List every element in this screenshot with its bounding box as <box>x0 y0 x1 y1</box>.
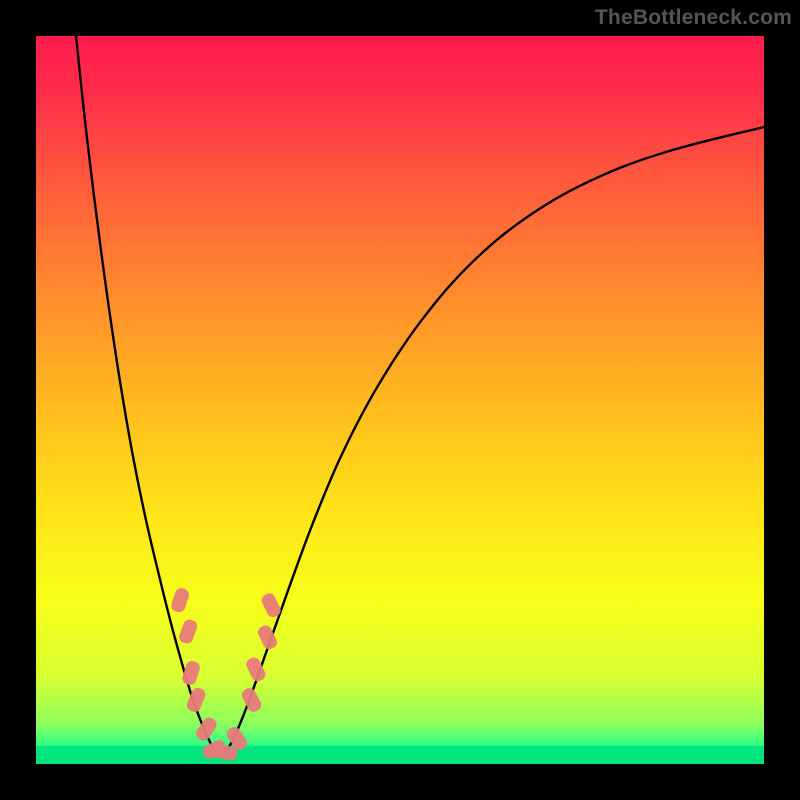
watermark-text: TheBottleneck.com <box>595 6 792 30</box>
green-baseline-band <box>36 746 764 764</box>
chart-container: TheBottleneck.com <box>0 0 800 800</box>
plot-area <box>36 36 764 764</box>
plot-svg <box>36 36 764 764</box>
gradient-background <box>36 36 764 764</box>
